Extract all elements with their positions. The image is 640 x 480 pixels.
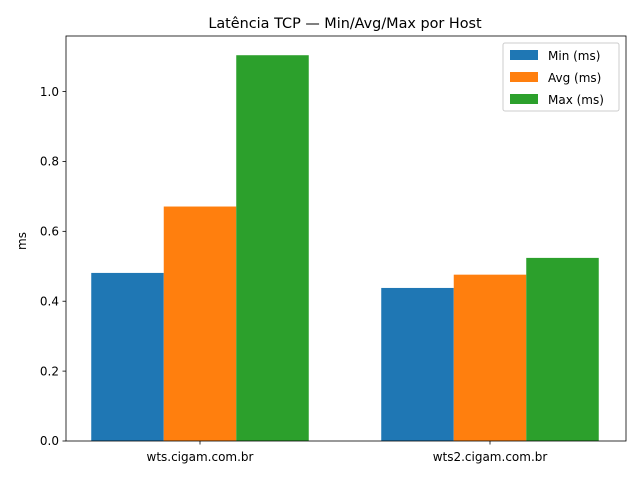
bar-3-2: [526, 257, 599, 441]
chart-title: Latência TCP — Min/Avg/Max por Host: [208, 16, 482, 32]
bars-group: [91, 55, 599, 442]
legend-swatch-2: [510, 72, 538, 82]
y-tick-label: 0.6: [40, 225, 59, 239]
x-tick-label: wts.cigam.com.br: [147, 450, 254, 464]
legend-swatch-1: [510, 50, 538, 60]
y-tick-label: 1.0: [40, 85, 59, 99]
legend-swatch-3: [510, 94, 538, 104]
x-tick-label: wts2.cigam.com.br: [433, 450, 548, 464]
y-tick-label: 0.8: [40, 155, 59, 169]
bar-3-1: [236, 55, 309, 442]
y-tick-label: 0.0: [40, 434, 59, 448]
bar-2-2: [453, 274, 527, 441]
bar-1-1: [91, 272, 164, 441]
bar-1-2: [381, 287, 454, 441]
y-tick-label: 0.2: [40, 364, 59, 378]
legend-label-2: Avg (ms): [548, 71, 601, 85]
bar-2-1: [163, 206, 237, 441]
plot-frame: [65, 35, 627, 442]
y-tick-label: 0.4: [40, 294, 59, 308]
axes-group: 0.0 0.2 0.4 0.6 0.8 1.0 wts.cigam.com.br wts2.c…: [40, 35, 627, 464]
y-axis-label: ms: [15, 232, 29, 250]
legend: Min (ms) Avg (ms) Max (ms): [502, 42, 620, 112]
legend-label-1: Min (ms): [548, 49, 600, 63]
legend-label-3: Max (ms): [548, 93, 604, 107]
